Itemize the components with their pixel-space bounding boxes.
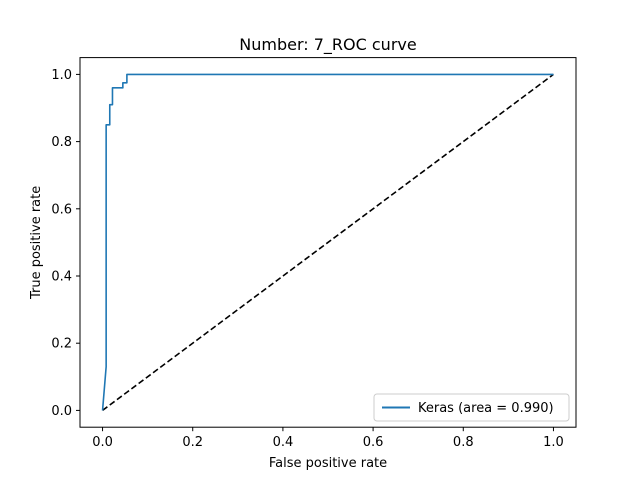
y-tick-label: 0.8 xyxy=(51,135,72,150)
plot-frame xyxy=(79,57,577,428)
y-tick-label: 0.0 xyxy=(51,404,72,419)
y-axis-label: True positive rate xyxy=(29,186,44,300)
chart-title: Number: 7_ROC curve xyxy=(239,35,416,55)
legend: Keras (area = 0.990) xyxy=(373,393,570,422)
x-axis-label: False positive rate xyxy=(269,456,387,471)
x-tick-label: 1.0 xyxy=(543,435,564,450)
chance-diagonal-line xyxy=(102,73,554,412)
x-tick-label: 0.4 xyxy=(273,435,294,450)
x-tick-label: 0.0 xyxy=(92,435,113,450)
y-tick-label: 0.6 xyxy=(51,202,72,217)
y-tick-label: 0.4 xyxy=(51,270,72,285)
roc-curve-line xyxy=(101,73,554,411)
legend-box xyxy=(373,393,570,422)
x-tick-label: 0.2 xyxy=(182,435,203,450)
legend-label: Keras (area = 0.990) xyxy=(418,401,554,416)
x-axis: 0.0 0.2 0.4 0.6 0.8 1.0 xyxy=(92,427,564,450)
y-tick-label: 1.0 xyxy=(51,68,72,83)
y-axis: 0.0 0.2 0.4 0.6 0.8 1.0 xyxy=(51,68,80,419)
y-tick-label: 0.2 xyxy=(51,337,72,352)
plot-lines xyxy=(101,73,554,412)
x-tick-label: 0.6 xyxy=(363,435,384,450)
x-tick-label: 0.8 xyxy=(453,435,474,450)
